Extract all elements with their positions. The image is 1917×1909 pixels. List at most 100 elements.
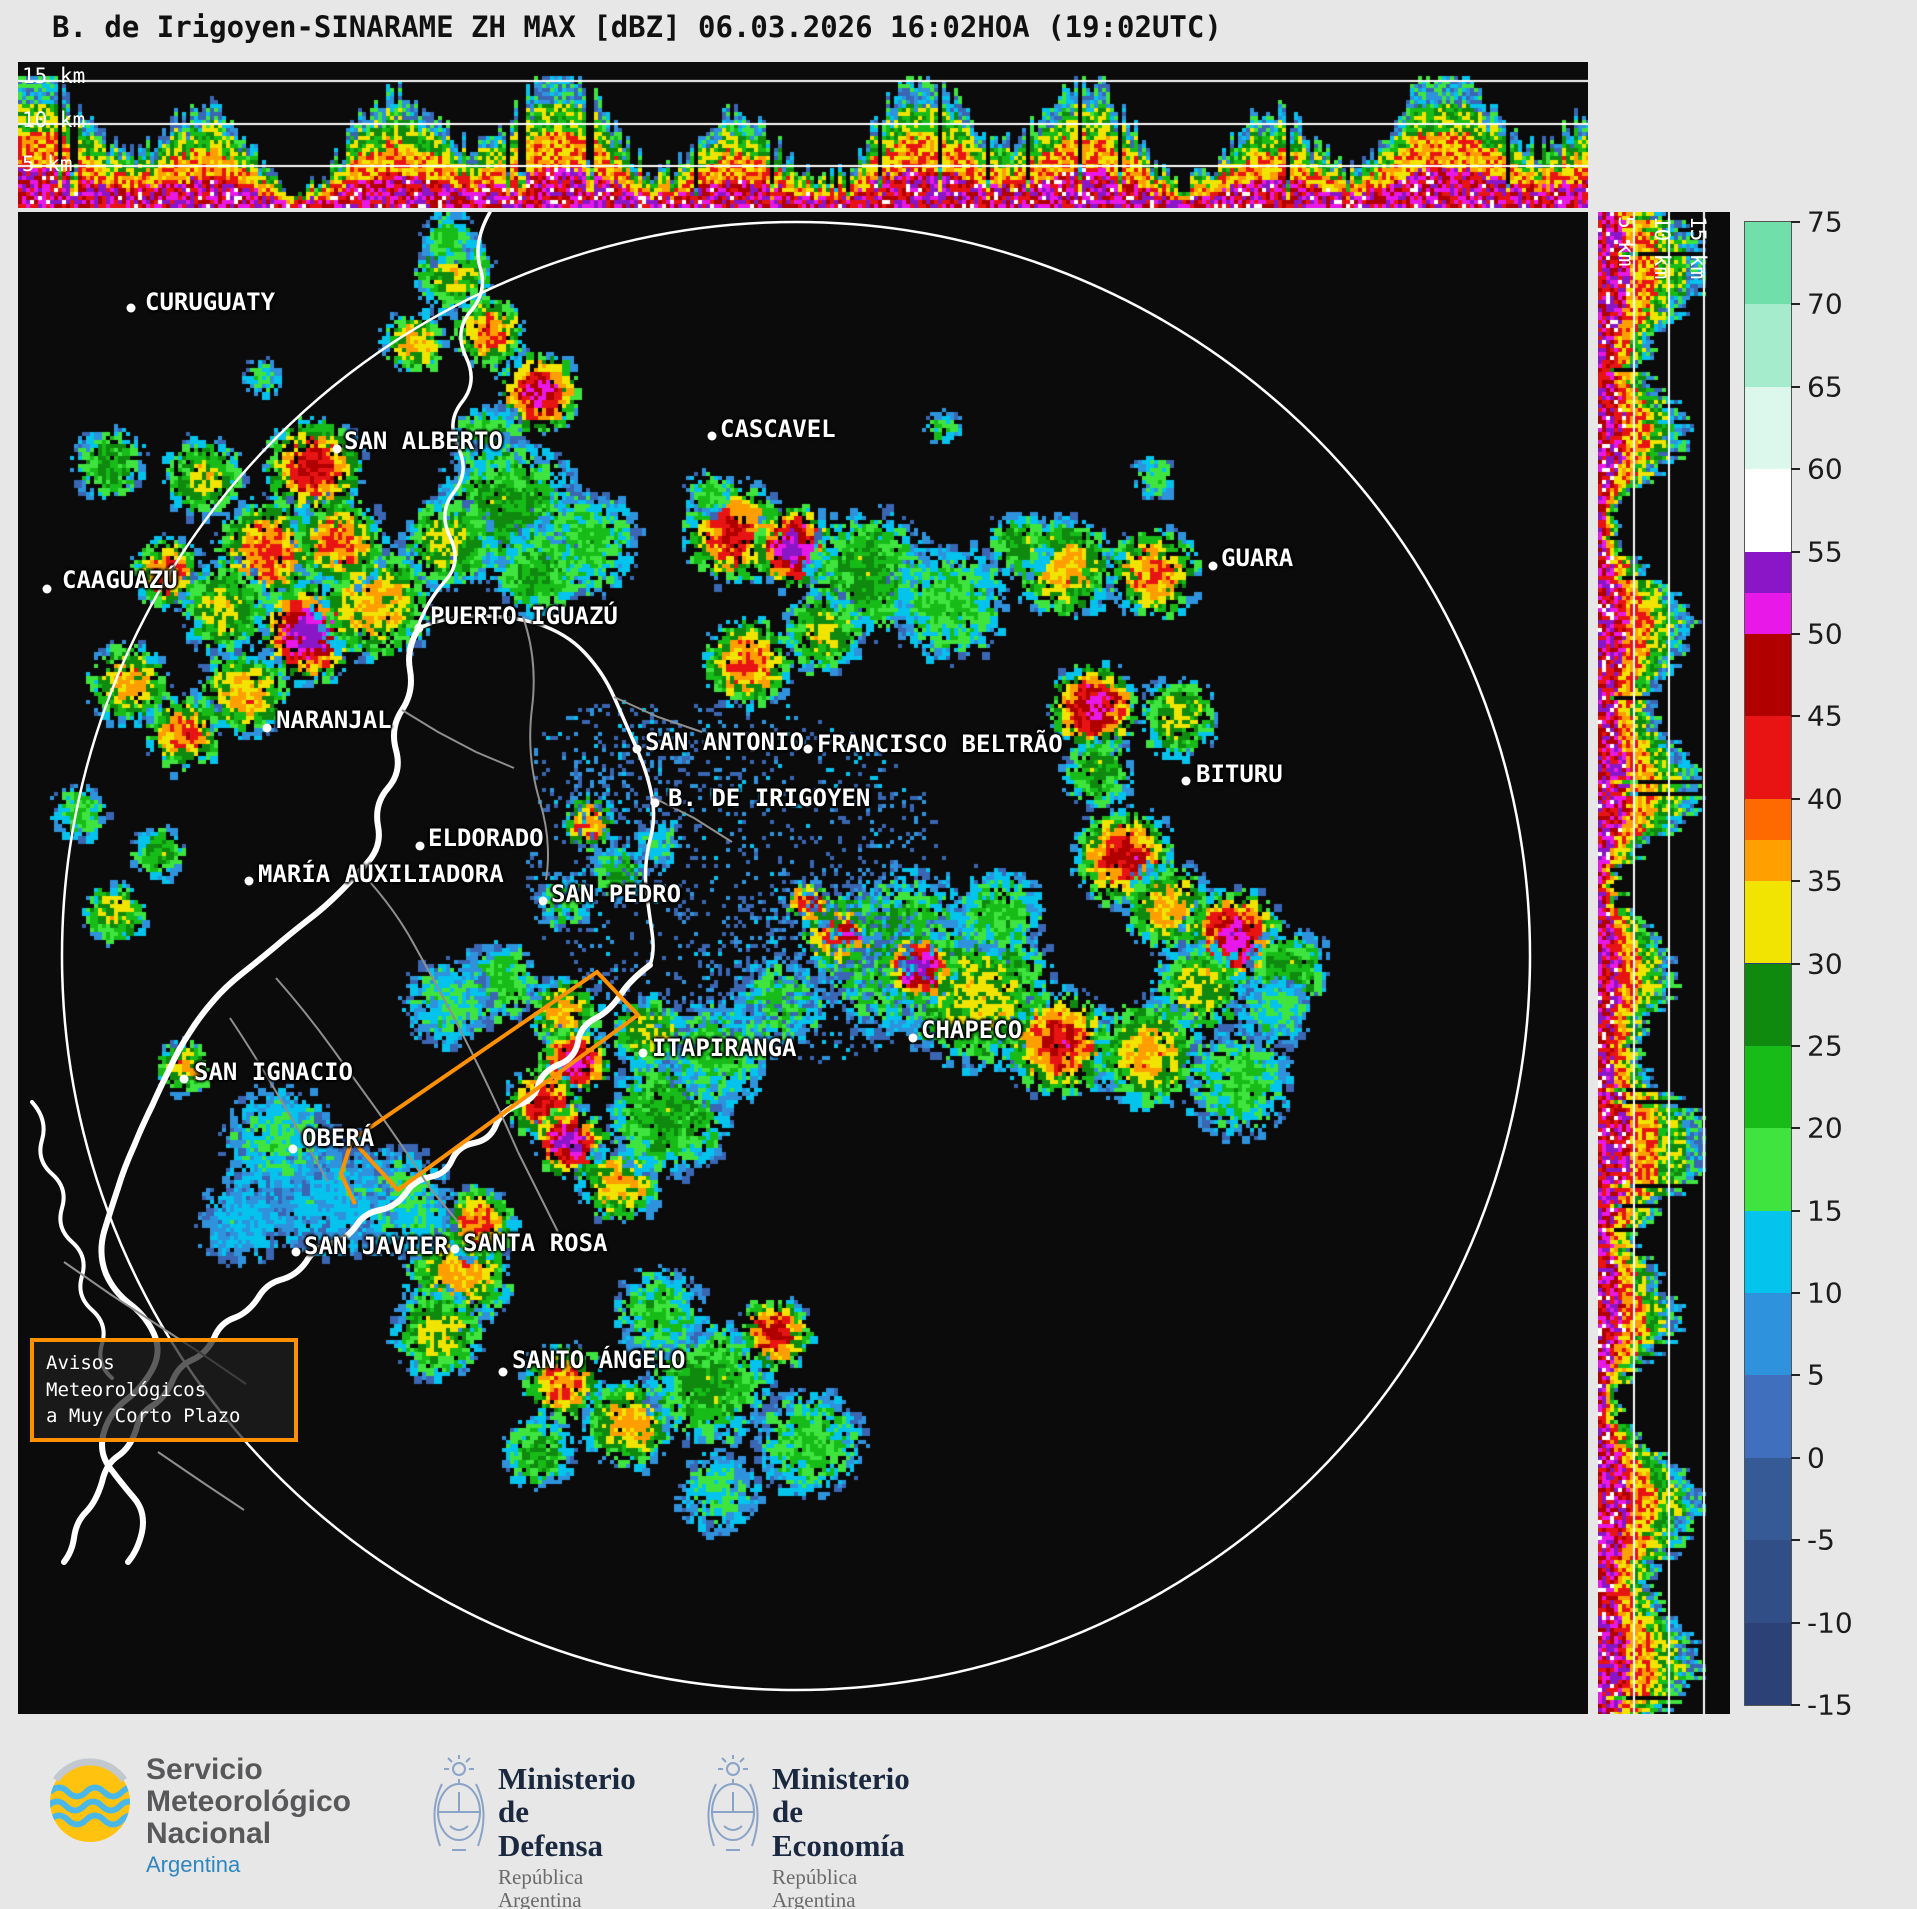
- warning-polygon: [348, 969, 642, 1193]
- warning-box-line1: Avisos Meteorológicos: [46, 1352, 207, 1401]
- city-dot: [415, 841, 425, 851]
- legend-band: [1745, 592, 1791, 634]
- defensa-coat-of-arms-icon: [433, 1755, 485, 1851]
- city-label: SAN IGNACIO: [194, 1058, 353, 1086]
- city-dot: [291, 1247, 301, 1257]
- city-label: SANTA ROSA: [463, 1229, 608, 1257]
- legend-tick: [1791, 1292, 1800, 1295]
- legend-band: [1745, 304, 1791, 387]
- legend-tick: [1791, 385, 1800, 388]
- legend-band: [1745, 881, 1791, 964]
- city-dot: [179, 1074, 189, 1084]
- range-ring: [60, 220, 1532, 1692]
- legend-tick: [1791, 1044, 1800, 1047]
- footer: Servicio Meteorológico Nacional Argentin…: [0, 1714, 1917, 1909]
- legend-bands: [1744, 221, 1792, 1706]
- legend-tick-label: 10: [1807, 1276, 1843, 1310]
- admin-boundaries: [63, 616, 733, 1511]
- city-label: SAN ANTONIO: [645, 728, 804, 756]
- legend-tick-label: 40: [1807, 782, 1843, 816]
- right-profile-canvas: [1598, 212, 1730, 1714]
- legend-tick: [1791, 1539, 1800, 1542]
- legend-tick-label: -15: [1807, 1688, 1853, 1722]
- legend-tick: [1791, 1621, 1800, 1624]
- city-label: OBERÁ: [302, 1124, 375, 1152]
- map-overlay: [30, 212, 1532, 1692]
- legend-band: [1745, 798, 1791, 840]
- smn-line1: Servicio: [146, 1753, 263, 1786]
- legend-band: [1745, 469, 1791, 552]
- river-meander-southwest: [30, 1100, 114, 1380]
- economia-wordmark: Ministerio de Economía República Argenti…: [772, 1762, 910, 1909]
- legend-band: [1745, 551, 1791, 593]
- city-label: SANTO ÁNGELO: [512, 1346, 686, 1374]
- city-dot: [244, 876, 254, 886]
- defensa-line1: Ministerio: [498, 1761, 636, 1796]
- legend-tick: [1791, 632, 1800, 635]
- legend-tick: [1791, 1127, 1800, 1130]
- city-label: CAAGUAZÚ: [62, 566, 178, 594]
- legend-band: [1745, 1375, 1791, 1458]
- legend-tick-label: 35: [1807, 864, 1843, 898]
- legend-tick-label: 5: [1807, 1358, 1825, 1392]
- economia-sub: República Argentina: [772, 1865, 858, 1909]
- defensa-line2: de Defensa: [498, 1794, 604, 1863]
- city-dot: [450, 1244, 460, 1254]
- city-dot: [126, 303, 136, 313]
- height-label: 5 km: [22, 152, 73, 176]
- legend-tick: [1791, 468, 1800, 471]
- legend-band: [1745, 1128, 1791, 1211]
- warning-box-line2: a Muy Corto Plazo: [46, 1405, 241, 1428]
- legend-tick-label: 55: [1807, 535, 1843, 569]
- page-title: B. de Irigoyen-SINARAME ZH MAX [dBZ] 06.…: [52, 10, 1222, 44]
- city-dot: [414, 623, 424, 633]
- legend-band: [1745, 633, 1791, 717]
- legend-band: [1745, 1293, 1791, 1376]
- legend-band: [1745, 222, 1791, 305]
- city-dot: [707, 431, 717, 441]
- legend-tick-label: 70: [1807, 287, 1843, 321]
- legend-tick-label: 65: [1807, 370, 1843, 404]
- legend-band: [1745, 386, 1791, 470]
- right-profile-panel: 5 km 10 km 15 km: [1598, 212, 1730, 1714]
- city-label: SAN ALBERTO: [344, 427, 503, 455]
- defensa-wordmark: Ministerio de Defensa República Argentin…: [498, 1762, 636, 1909]
- legend-band: [1745, 716, 1791, 799]
- city-dot: [1181, 776, 1191, 786]
- smn-brand: Servicio Meteorológico Nacional Argentin…: [42, 1753, 351, 1876]
- city-dot: [332, 444, 342, 454]
- city-dot: [1208, 561, 1218, 571]
- height-label: 10 km: [22, 108, 86, 132]
- city-label: BITURU: [1196, 760, 1283, 788]
- city-dot: [288, 1144, 298, 1154]
- economia-line2: de Economía: [772, 1794, 905, 1863]
- legend-tick: [1791, 1704, 1800, 1706]
- legend-tick: [1791, 1374, 1800, 1377]
- city-label: ITAPIRANGA: [652, 1034, 797, 1062]
- city-label: NARANJAL: [276, 706, 392, 734]
- top-profile-panel: 15 km 10 km 5 km: [18, 62, 1588, 208]
- city-dot: [538, 896, 548, 906]
- city-dot: [262, 723, 272, 733]
- legend-tick-label: 50: [1807, 617, 1843, 651]
- city-dot: [638, 1048, 648, 1058]
- legend-tick: [1791, 221, 1800, 223]
- city-label: B. DE IRIGOYEN: [668, 784, 871, 812]
- smn-logo: [50, 1758, 130, 1842]
- legend-tick: [1791, 550, 1800, 553]
- smn-line2: Meteorológico: [146, 1785, 352, 1819]
- defensa-brand: Ministerio de Defensa República Argentin…: [428, 1754, 636, 1909]
- city-label: GUARA: [1221, 544, 1294, 572]
- city-label: FRANCISCO BELTRÃO: [817, 730, 1063, 758]
- city-label: SAN PEDRO: [551, 880, 682, 908]
- legend-tick-label: 15: [1807, 1194, 1843, 1228]
- city-label: CASCAVEL: [720, 415, 836, 443]
- economia-line1: Ministerio: [772, 1761, 910, 1796]
- legend-band: [1745, 839, 1791, 882]
- legend-tick-label: -5: [1807, 1523, 1835, 1557]
- smn-line4: Argentina: [146, 1852, 241, 1878]
- legend-tick: [1791, 1456, 1800, 1459]
- city-label: PUERTO IGUAZÚ: [430, 602, 618, 630]
- warning-box: Avisos Meteorológicos a Muy Corto Plazo: [30, 1338, 298, 1442]
- uruguay-river: [61, 962, 653, 1565]
